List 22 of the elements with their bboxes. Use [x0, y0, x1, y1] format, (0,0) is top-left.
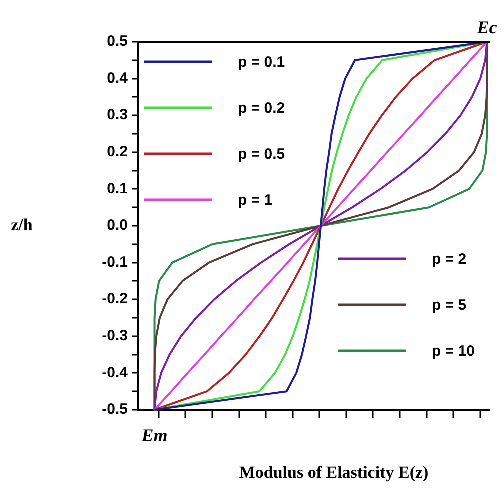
- y-tick-label: -0.4: [102, 364, 129, 382]
- y-tick-label: 0.4: [107, 70, 129, 87]
- text: Em: [140, 426, 168, 446]
- legend-label: p = 0.5: [238, 146, 286, 164]
- y-tick-label: -0.3: [102, 328, 128, 345]
- legend-label: p = 0.2: [238, 100, 286, 118]
- y-tick-label: 0.5: [107, 33, 128, 50]
- y-tick-label: -0.2: [102, 290, 128, 308]
- y-tick-label: 0.3: [107, 106, 128, 124]
- y-tick-label: -0.5: [102, 401, 128, 418]
- y-tick-label: 0.2: [107, 144, 128, 161]
- legend-label: p = 1: [238, 192, 273, 210]
- text: Ec: [476, 18, 498, 38]
- legend-label: p = 0.1: [238, 54, 286, 72]
- y-tick-label: 0.1: [107, 180, 128, 198]
- y-tick-label: -0.1: [102, 254, 128, 271]
- y-axis-title: z/h: [11, 215, 34, 234]
- y-tick-label: 0.0: [107, 217, 128, 234]
- legend-label: p = 10: [432, 343, 475, 360]
- x-axis-title: Modulus of Elasticity E(z): [239, 463, 429, 482]
- legend-label: p = 5: [432, 297, 467, 314]
- legend-label: p = 2: [432, 251, 467, 268]
